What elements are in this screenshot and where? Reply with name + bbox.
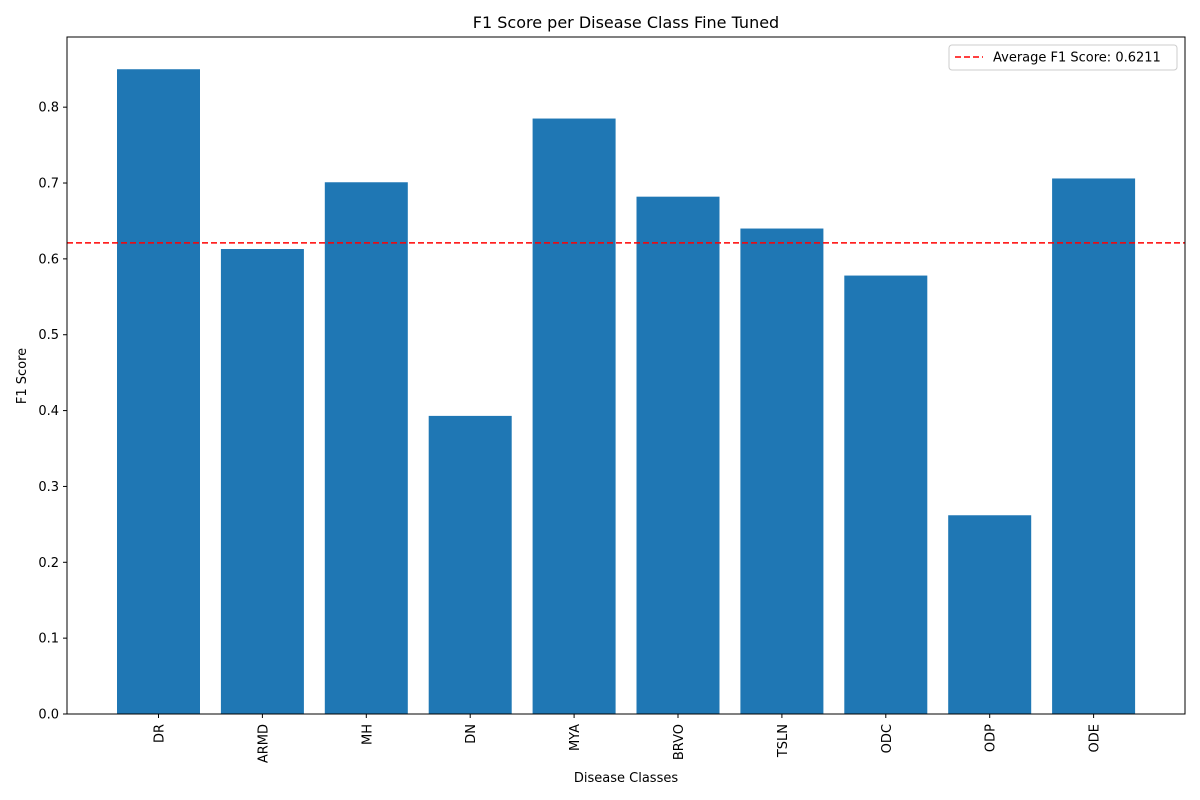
y-tick-label: 0.0 xyxy=(38,708,59,723)
bar-mya xyxy=(532,118,616,715)
y-tick-label: 0.6 xyxy=(38,252,59,267)
bar-ode xyxy=(1052,178,1136,714)
x-axis-label: Disease Classes xyxy=(574,771,678,786)
x-tick-label: TSLN xyxy=(776,724,791,758)
x-tick-label: ODP xyxy=(984,724,999,752)
x-tick-label: MH xyxy=(360,724,375,745)
legend-box xyxy=(948,44,1178,71)
bar-mh xyxy=(324,182,408,715)
x-tick-label: DN xyxy=(464,724,479,744)
y-axis: 0.0 0.1 0.2 0.3 0.4 0.5 0.6 0.7 0.8 xyxy=(38,101,67,723)
plot-frame xyxy=(66,36,1186,715)
x-tick-label: BRVO xyxy=(672,724,687,760)
bar-odp xyxy=(948,515,1032,714)
y-tick-label: 0.7 xyxy=(38,177,59,192)
chart-title: F1 Score per Disease Class Fine Tuned xyxy=(473,13,779,32)
x-tick-label: ODC xyxy=(880,724,895,753)
bar-dn xyxy=(428,415,512,714)
x-axis: DR ARMD MH DN MYA BRVO TSLN ODC ODP ODE xyxy=(153,714,1103,763)
x-tick-label: ODE xyxy=(1088,724,1103,752)
bar-dr xyxy=(117,69,200,714)
bar-tsln xyxy=(740,228,824,714)
x-tick-label: ARMD xyxy=(256,724,271,763)
legend-label: Average F1 Score: 0.6211 xyxy=(993,51,1161,66)
y-axis-label: F1 Score xyxy=(15,348,30,404)
legend: Average F1 Score: 0.6211 xyxy=(948,44,1178,71)
y-tick-label: 0.1 xyxy=(38,632,59,647)
y-tick-label: 0.3 xyxy=(38,480,59,495)
bars-group xyxy=(117,69,1136,715)
y-tick-label: 0.5 xyxy=(38,328,59,343)
y-tick-label: 0.4 xyxy=(38,404,59,419)
bar-brvo xyxy=(636,196,720,714)
x-tick-label: DR xyxy=(153,724,168,743)
y-tick-label: 0.8 xyxy=(38,101,59,116)
bar-odc xyxy=(844,275,928,714)
bar-armd xyxy=(220,249,304,714)
x-tick-label: MYA xyxy=(568,724,583,751)
y-tick-label: 0.2 xyxy=(38,556,59,571)
